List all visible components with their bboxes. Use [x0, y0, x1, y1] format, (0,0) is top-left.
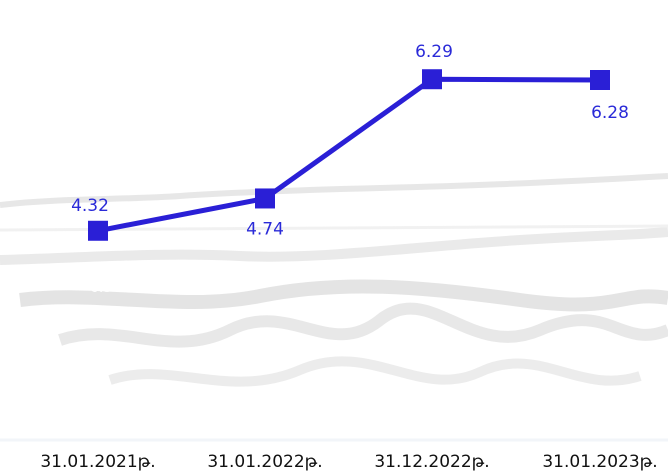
- ghost-data-label: 6.5: [90, 280, 112, 296]
- x-tick-label: 31.01.2021թ.: [40, 452, 155, 472]
- data-label: 6.29: [415, 42, 453, 62]
- data-point-marker: [590, 70, 610, 90]
- data-label: 4.32: [71, 196, 109, 216]
- series-line: [97, 76, 601, 234]
- data-label: 6.28: [591, 103, 629, 123]
- series-layer: 4.32 4.74 6.29 6.28: [71, 42, 629, 241]
- x-axis: 31.01.2021թ. 31.01.2022թ. 31.12.2022թ. 31.0…: [40, 452, 657, 472]
- data-label: 4.74: [246, 219, 284, 239]
- x-tick-label: 31.01.2023թ.: [542, 452, 657, 472]
- data-point-marker: [255, 188, 275, 209]
- data-point-marker: [88, 220, 108, 241]
- x-tick-label: 31.12.2022թ.: [374, 452, 489, 472]
- x-tick-label: 31.01.2022թ.: [207, 452, 322, 472]
- data-point-marker: [422, 69, 442, 90]
